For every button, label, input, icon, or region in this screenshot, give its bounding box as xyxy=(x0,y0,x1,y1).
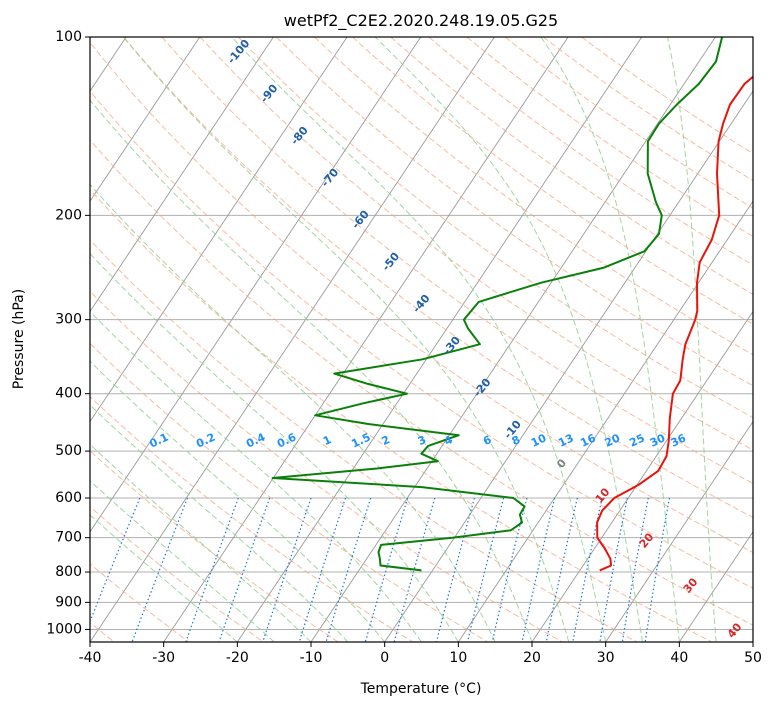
x-tick-label: 50 xyxy=(744,650,762,666)
moist-adiabat xyxy=(90,310,422,642)
y-tick-label: 500 xyxy=(55,443,82,459)
mixing-ratio-line xyxy=(131,497,189,642)
mixing-ratio-line xyxy=(298,497,347,642)
isotherm-line xyxy=(236,37,643,642)
mixing-ratio-line xyxy=(521,497,556,642)
moist-adiabat xyxy=(374,37,643,642)
mixing-ratio-line xyxy=(545,497,578,642)
mixing-ratio-line xyxy=(491,497,528,642)
moist-adiabat xyxy=(90,480,275,642)
mixing-ratio-label: 36 xyxy=(669,431,689,449)
x-tick-label: 30 xyxy=(597,650,615,666)
mixing-ratio-label: 13 xyxy=(556,431,575,449)
y-tick-label: 400 xyxy=(55,386,82,402)
dry-adiabat xyxy=(90,290,563,642)
moist-adiabat xyxy=(90,252,459,642)
mixing-ratio-line xyxy=(435,497,475,642)
dry-adiabat xyxy=(352,37,753,325)
x-tick-label: 20 xyxy=(523,650,541,666)
dry-adiabat xyxy=(90,342,488,642)
dry-adiabat xyxy=(161,37,753,485)
isotherm-line xyxy=(90,37,274,313)
mixing-ratio-label: 16 xyxy=(578,431,598,449)
moist-adiabat xyxy=(90,514,238,642)
isotherm-line xyxy=(163,37,569,642)
y-tick-label: 700 xyxy=(55,530,82,546)
mixing-ratio-line xyxy=(621,497,649,642)
mixing-ratio-label: 30 xyxy=(648,431,668,449)
mixing-ratio-line xyxy=(218,497,271,642)
x-tick-label: -20 xyxy=(226,650,249,666)
mixing-ratio-line xyxy=(325,497,372,642)
moist-adiabat xyxy=(90,404,349,642)
isotherm-line xyxy=(678,530,753,642)
y-tick-label: 600 xyxy=(55,490,82,506)
y-tick-label: 300 xyxy=(55,312,82,328)
y-axis-label: Pressure (hPa) xyxy=(11,289,27,389)
dry-adiabat xyxy=(428,37,753,266)
mixing-ratio-line xyxy=(364,497,409,642)
mixing-ratio-line xyxy=(599,497,628,642)
mixing-ratio-line xyxy=(185,497,239,642)
dry-adiabat xyxy=(237,37,753,419)
x-tick-label: -30 xyxy=(152,650,175,666)
y-tick-label: 100 xyxy=(55,29,82,45)
moist-adiabat xyxy=(667,37,717,642)
y-tick-label: 1000 xyxy=(46,621,82,637)
moist-adiabat xyxy=(90,360,386,642)
isotherm-line xyxy=(90,37,201,203)
mixing-ratio-label: 20 xyxy=(603,431,623,449)
y-tick-label: 900 xyxy=(55,594,82,610)
dry-adiabat xyxy=(90,188,712,642)
dry-adiabat xyxy=(466,37,753,238)
y-tick-label: 200 xyxy=(55,207,82,223)
isotherm-line xyxy=(90,37,348,423)
temperature-profile-line xyxy=(596,75,753,572)
isotherm-line xyxy=(384,90,753,642)
x-tick-label: 0 xyxy=(380,650,389,666)
mixing-ratio-line xyxy=(90,497,141,623)
isotherm-line xyxy=(605,420,753,642)
dewpoint-profile-line xyxy=(271,37,724,572)
x-tick-label: -10 xyxy=(300,650,323,666)
moist-adiabat xyxy=(90,99,533,642)
plot-frame xyxy=(89,36,754,643)
moist-adiabat xyxy=(231,37,607,642)
mixing-ratio-line xyxy=(466,497,505,642)
dry-adiabat xyxy=(123,37,753,519)
x-tick-label: 40 xyxy=(670,650,688,666)
isotherm-line xyxy=(457,200,753,642)
mixing-ratio-line xyxy=(644,497,671,642)
x-axis-label: Temperature (°C) xyxy=(360,681,482,697)
dry-adiabat xyxy=(90,41,753,554)
moist-adiabat xyxy=(540,37,680,642)
dry-adiabat xyxy=(90,395,414,642)
dry-adiabat xyxy=(276,37,753,387)
dry-adiabat xyxy=(90,239,638,642)
mixing-ratio-line xyxy=(262,497,312,642)
dry-adiabat xyxy=(90,90,753,589)
chart-title: wetPf2_C2E2.2020.248.19.05.G25 xyxy=(284,11,558,31)
isotherm-line xyxy=(90,37,422,533)
x-tick-label: 10 xyxy=(449,650,467,666)
dry-adiabat xyxy=(542,37,753,182)
mixing-ratio-line xyxy=(393,497,436,642)
mixing-ratio-label: 25 xyxy=(627,431,646,449)
dry-adiabat xyxy=(90,505,264,642)
y-tick-label: 800 xyxy=(55,564,82,580)
x-tick-label: -40 xyxy=(79,650,102,666)
mixing-ratio-label: 10 xyxy=(529,431,549,449)
dry-adiabat xyxy=(90,450,339,642)
